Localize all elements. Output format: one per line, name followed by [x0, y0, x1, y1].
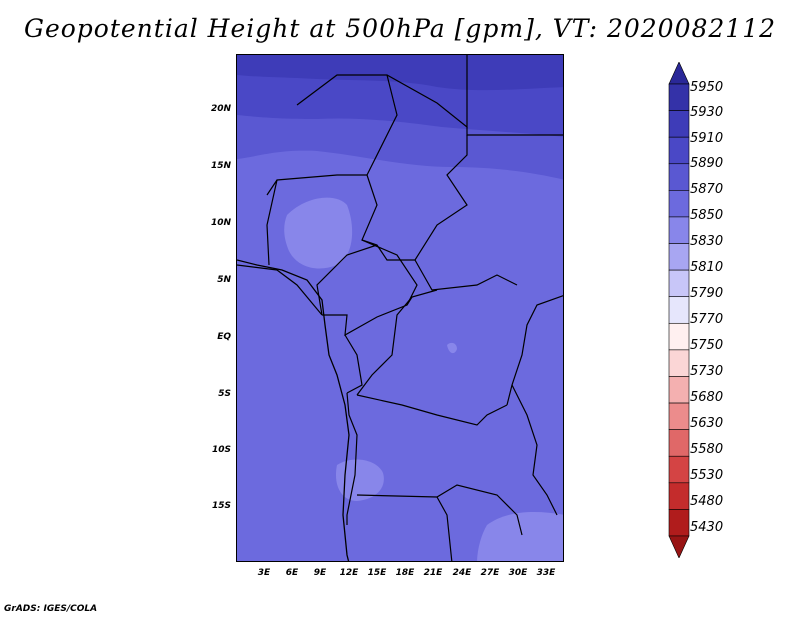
colorbar-label-5770: 5770	[690, 312, 724, 327]
lat-label-5s: 5S	[218, 389, 231, 399]
lon-label-33e: 33E	[536, 568, 556, 578]
colorbar-box	[668, 243, 690, 271]
colorbar-label-5890: 5890	[690, 156, 724, 171]
colorbar-label-5950: 5950	[690, 80, 724, 95]
lat-label-10s: 10S	[211, 445, 231, 455]
colorbar-label-5730: 5730	[690, 364, 724, 379]
colorbar-label-5480: 5480	[690, 494, 724, 509]
colorbar-label-5910: 5910	[690, 131, 724, 146]
lon-label-6e: 6E	[285, 568, 299, 578]
colorbar-box	[668, 190, 690, 218]
lat-label-10n: 10N	[210, 218, 231, 228]
lon-label-24e: 24E	[452, 568, 472, 578]
colorbar-box	[668, 402, 690, 430]
lat-label-20n: 20N	[210, 104, 231, 114]
field-low-southeast	[477, 512, 563, 561]
lat-label-eq: EQ	[217, 332, 231, 342]
colorbar-label-5580: 5580	[690, 442, 724, 457]
lat-label-15n: 15N	[210, 161, 231, 171]
colorbar-box	[668, 269, 690, 298]
lon-label-12e: 12E	[339, 568, 359, 578]
colorbar-box	[668, 376, 690, 404]
colorbar-label-5790: 5790	[690, 286, 724, 301]
field-low-nigeria	[284, 197, 353, 269]
field-band-5930	[237, 55, 563, 91]
colorbar-label-5930: 5930	[690, 105, 724, 120]
lon-label-30e: 30E	[508, 568, 528, 578]
colorbar-box	[668, 455, 690, 484]
map-title: Geopotential Height at 500hPa [gpm], VT:…	[23, 14, 777, 43]
lon-label-21e: 21E	[423, 568, 443, 578]
colorbar-box	[668, 482, 690, 510]
colorbar-label-5850: 5850	[690, 208, 724, 223]
colorbar-box	[668, 509, 690, 537]
colorbar-box	[668, 322, 690, 351]
coastline	[237, 259, 350, 561]
colorbar-box	[668, 163, 690, 191]
lon-label-18e: 18E	[395, 568, 415, 578]
geopotential-map	[237, 55, 563, 561]
colorbar-box	[668, 296, 690, 324]
colorbar-label-5750: 5750	[690, 338, 724, 353]
colorbar-label-5680: 5680	[690, 390, 724, 405]
country-borders	[237, 55, 563, 561]
colorbar-bottom-arrow	[668, 535, 690, 558]
colorbar-box	[668, 83, 690, 111]
colorbar-box	[668, 110, 690, 138]
field-low-angola	[335, 459, 384, 501]
colorbar-box	[668, 216, 690, 244]
colorbar-label-5870: 5870	[690, 182, 724, 197]
colorbar-label-5430: 5430	[690, 520, 724, 535]
colorbar-boxes	[668, 62, 690, 558]
field-low-congo	[447, 342, 457, 354]
colorbar-label-5630: 5630	[690, 416, 724, 431]
colorbar	[668, 62, 690, 558]
lat-label-15s: 15S	[211, 501, 231, 511]
colorbar-label-5830: 5830	[690, 234, 724, 249]
colorbar-label-5810: 5810	[690, 260, 724, 275]
map-panel	[236, 54, 564, 562]
lon-label-15e: 15E	[367, 568, 387, 578]
credit-label: GrADS: IGES/COLA	[4, 604, 98, 614]
colorbar-box	[668, 349, 690, 377]
colorbar-top-arrow	[668, 62, 690, 85]
lon-label-9e: 9E	[313, 568, 327, 578]
lon-label-27e: 27E	[480, 568, 500, 578]
lat-label-5n: 5N	[217, 275, 231, 285]
lon-label-3e: 3E	[257, 568, 271, 578]
colorbar-label-5530: 5530	[690, 468, 724, 483]
colorbar-box	[668, 136, 690, 165]
colorbar-box	[668, 429, 690, 457]
